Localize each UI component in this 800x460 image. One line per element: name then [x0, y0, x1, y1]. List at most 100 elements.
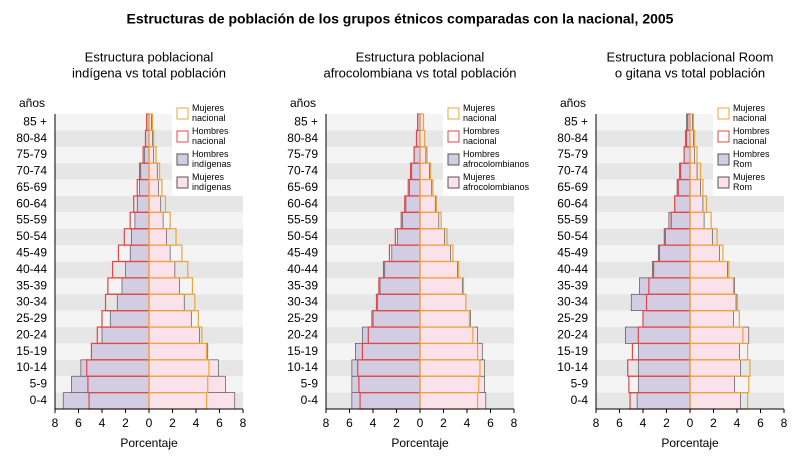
legend-label: Hombres nacional	[192, 126, 229, 146]
x-tick-label: 2	[710, 416, 717, 430]
y-tick-label: 75-79	[16, 147, 47, 161]
legend-label: Hombres nacional	[463, 126, 500, 146]
y-tick-label: 70-74	[557, 164, 588, 178]
bar	[405, 195, 421, 213]
bar	[351, 392, 421, 410]
legend-label: Hombres Rom	[733, 149, 770, 169]
bar	[419, 113, 425, 131]
x-tick-label: 6	[616, 416, 623, 430]
bar	[652, 261, 691, 279]
bar	[134, 211, 150, 230]
legend-swatch	[447, 130, 460, 143]
x-axis-label: Porcentaje	[661, 436, 719, 450]
x-axis-label: Porcentaje	[120, 436, 178, 450]
x-tick-label: 6	[757, 416, 764, 430]
y-tick-label: 40-44	[16, 262, 47, 276]
x-tick-label: 4	[734, 416, 741, 430]
y-tick-label: 0-4	[571, 393, 589, 407]
bar	[148, 326, 200, 344]
bar	[689, 375, 736, 393]
bar	[689, 326, 750, 344]
chart-title: Estructuras de población de los grupos é…	[127, 11, 674, 27]
bar	[391, 244, 421, 262]
bar	[689, 244, 720, 262]
bar	[663, 228, 691, 246]
subtitle: Estructura poblacional Room	[607, 49, 774, 64]
y-tick-label: 10-14	[557, 360, 588, 374]
y-tick-label: 35-39	[557, 278, 588, 292]
y-axis-label: años	[290, 96, 316, 110]
x-tick-label: 2	[169, 416, 176, 430]
legend-label: Mujeres nacional	[192, 103, 226, 123]
bar	[384, 261, 421, 279]
y-tick-label: 75-79	[287, 147, 318, 161]
bar	[419, 195, 436, 213]
y-tick-label: 40-44	[557, 262, 588, 276]
bar	[419, 211, 440, 230]
subtitle: afrocolombiana vs total población	[324, 65, 517, 80]
legend-swatch	[176, 153, 189, 166]
y-tick-label: 65-69	[16, 180, 47, 194]
bar	[411, 162, 421, 180]
y-tick-label: 10-14	[287, 360, 318, 374]
legend-label: Hombres indígenas	[192, 149, 232, 169]
bar	[683, 146, 691, 164]
bar	[148, 277, 180, 295]
bar	[419, 293, 467, 312]
bar	[129, 244, 150, 262]
y-tick-label: 20-24	[557, 327, 588, 341]
bar	[377, 293, 421, 312]
legend-swatch	[176, 130, 189, 143]
bar	[668, 211, 691, 230]
bar	[419, 343, 483, 361]
bar	[689, 179, 701, 197]
bar	[148, 359, 219, 377]
y-tick-label: 40-44	[287, 262, 318, 276]
bar	[419, 179, 433, 197]
y-tick-label: 55-59	[287, 213, 318, 227]
bar	[148, 392, 236, 410]
y-tick-label: 80-84	[287, 131, 318, 145]
bar	[689, 277, 736, 295]
bar	[637, 343, 691, 361]
bar	[419, 392, 487, 410]
bar	[62, 392, 150, 410]
bar	[101, 326, 150, 344]
y-tick-label: 15-19	[16, 344, 47, 358]
x-tick-label: 6	[75, 416, 82, 430]
y-tick-label: 35-39	[16, 278, 47, 292]
legend-label: Mujeres indígenas	[192, 172, 232, 192]
bar	[355, 343, 421, 361]
legend-label: Mujeres nacional	[733, 103, 767, 123]
y-tick-label: 55-59	[16, 213, 47, 227]
bar	[419, 277, 463, 295]
y-tick-label: 30-34	[287, 295, 318, 309]
y-tick-label: 70-74	[287, 164, 318, 178]
bar	[148, 343, 209, 361]
bar	[143, 146, 150, 164]
bar	[689, 211, 705, 230]
y-tick-label: 30-34	[557, 295, 588, 309]
legend-swatch	[176, 176, 189, 189]
bar	[148, 162, 158, 180]
bar	[689, 359, 741, 377]
bar	[148, 261, 176, 279]
y-tick-label: 85 +	[564, 114, 588, 128]
subtitle: indígena vs total población	[72, 65, 226, 80]
bar	[148, 310, 192, 328]
x-axis-label: Porcentaje	[391, 436, 449, 450]
bar	[689, 343, 740, 361]
bar	[419, 162, 430, 180]
legend-swatch	[717, 153, 730, 166]
legend-swatch	[447, 153, 460, 166]
legend-swatch	[717, 130, 730, 143]
y-tick-label: 75-79	[557, 147, 588, 161]
y-tick-label: 20-24	[16, 327, 47, 341]
bar	[637, 375, 691, 393]
y-tick-label: 85 +	[23, 114, 47, 128]
x-tick-label: 8	[511, 416, 518, 430]
legend-swatch	[447, 176, 460, 189]
legend-label: Hombres afrocolombianos	[463, 149, 530, 169]
bar	[121, 277, 150, 295]
